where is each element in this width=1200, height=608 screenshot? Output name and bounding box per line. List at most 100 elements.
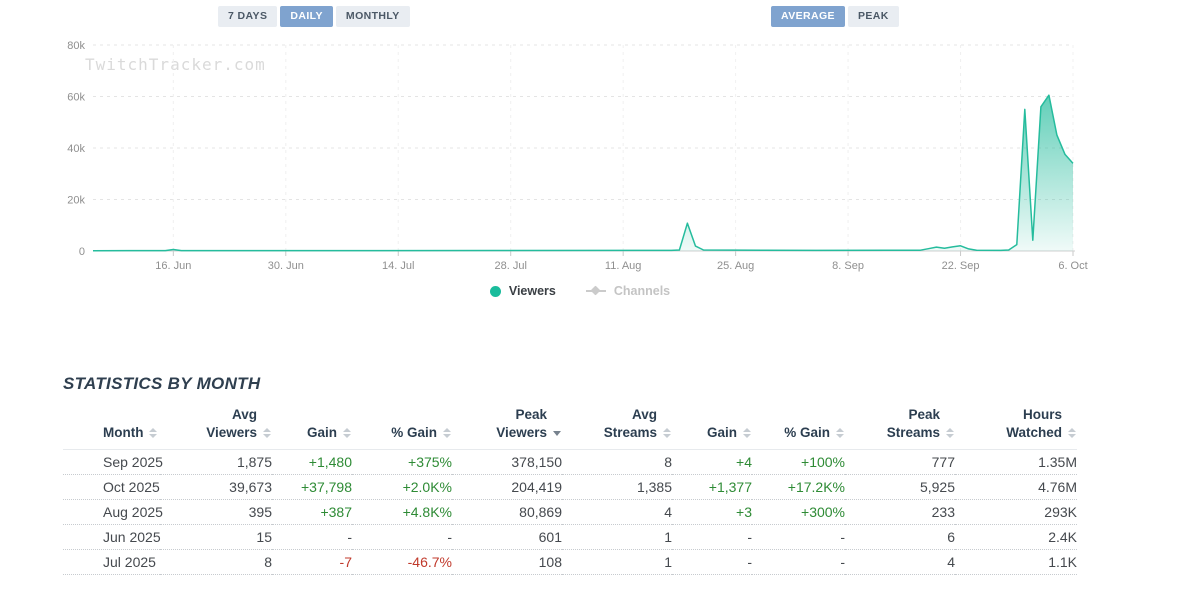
stats-table-header-row: Month Avg Viewers Gain % Gain Peak Viewers Avg S… (63, 406, 1077, 450)
value-cell: +3 (672, 499, 752, 525)
value-cell: -46.7% (352, 549, 452, 575)
value-cell: 1,385 (562, 474, 672, 500)
range-toggle-group: 7 DAYS DAILY MONTHLY (218, 6, 410, 27)
range-7days-button[interactable]: 7 DAYS (218, 6, 278, 27)
chart-legend: Viewers Channels (0, 284, 1160, 298)
value-cell: 2.4K (955, 524, 1077, 550)
y-axis-label: 20k (67, 195, 85, 207)
value-cell: 1.35M (955, 449, 1077, 475)
value-cell: 395 (160, 499, 272, 525)
y-axis-label: 80k (67, 40, 85, 52)
value-cell: +100% (752, 449, 845, 475)
value-cell: - (672, 549, 752, 575)
metric-average-button[interactable]: AVERAGE (771, 6, 845, 27)
value-cell: - (672, 524, 752, 550)
x-axis-label: 6. Oct (1058, 260, 1087, 272)
value-cell: 1,875 (160, 449, 272, 475)
table-row-jul-2025: Jul 2025 8 -7 -46.7% 108 1- -4 1.1K (63, 549, 1077, 575)
column-header-peak-streams[interactable]: Peak Streams (845, 406, 955, 450)
column-header-streams-gain[interactable]: Gain (672, 406, 752, 450)
sort-desc-icon (553, 430, 562, 436)
column-header-label: Viewers (206, 425, 257, 440)
value-cell: 80,869 (452, 499, 562, 525)
column-header-label: Streams (886, 425, 940, 440)
viewers-area-fill (93, 95, 1073, 251)
value-cell: - (352, 524, 452, 550)
column-header-avg-streams[interactable]: Avg Streams (562, 406, 672, 450)
stats-title: STATISTICS BY MONTH (63, 374, 261, 393)
range-monthly-button[interactable]: MONTHLY (335, 6, 410, 27)
value-cell: 777 (845, 449, 955, 475)
value-cell: 4.76M (955, 474, 1077, 500)
sort-toggle-icon (1068, 428, 1077, 439)
metric-peak-button[interactable]: PEAK (847, 6, 899, 27)
month-cell: Jul 2025 (63, 549, 160, 575)
x-axis-label: 8. Sep (832, 260, 864, 272)
month-cell: Jun 2025 (63, 524, 161, 550)
value-cell: 39,673 (160, 474, 272, 500)
sort-toggle-icon (743, 428, 752, 439)
legend-label-viewers: Viewers (508, 284, 556, 298)
table-row-oct-2025: Oct 2025 39,673 +37,798 +2.0K% 204,419 1,385 +… (63, 474, 1077, 500)
x-axis-label: 22. Sep (942, 260, 980, 272)
y-axis-label: 60k (67, 92, 85, 104)
viewers-area-chart[interactable]: 80k 60k 40k 20k 0 16. Jun 30. Jun 14. Jul 28. Ju… (0, 30, 1200, 280)
column-header-label: Viewers (496, 425, 547, 440)
table-row-jun-2025: Jun 2025 15- -601 1- -6 2.4K (63, 524, 1077, 550)
range-daily-button[interactable]: DAILY (280, 6, 333, 27)
month-cell: Aug 2025 (63, 499, 163, 525)
column-header-label: Watched (1006, 425, 1062, 440)
sort-toggle-icon (149, 428, 158, 439)
sort-toggle-icon (663, 428, 672, 439)
column-header-peak-viewers[interactable]: Peak Viewers (452, 406, 562, 450)
column-header-viewers-pct-gain[interactable]: % Gain (352, 406, 452, 450)
channels-series-marker-icon (585, 285, 606, 296)
column-header-hours-watched[interactable]: Hours Watched (955, 406, 1077, 450)
y-axis-label: 0 (79, 246, 85, 258)
sort-toggle-icon (343, 428, 352, 439)
sort-toggle-icon (946, 428, 955, 439)
column-header-month[interactable]: Month (63, 406, 160, 450)
month-cell: Sep 2025 (63, 449, 163, 475)
x-axis-label: 30. Jun (268, 260, 304, 272)
value-cell: 6 (845, 524, 955, 550)
x-axis-label: 11. Aug (605, 260, 642, 272)
value-cell: +387 (272, 499, 352, 525)
value-cell: 378,150 (452, 449, 562, 475)
value-cell: 8 (160, 549, 272, 575)
column-header-viewers-gain[interactable]: Gain (272, 406, 352, 450)
value-cell: +17.2K% (752, 474, 845, 500)
value-cell: 204,419 (452, 474, 562, 500)
legend-label-channels: Channels (613, 284, 671, 298)
column-header-label: Gain (706, 425, 737, 440)
sort-toggle-icon (836, 428, 845, 439)
column-header-streams-pct-gain[interactable]: % Gain (752, 406, 845, 450)
value-cell: -7 (272, 549, 352, 575)
value-cell: 233 (845, 499, 955, 525)
watermark: TwitchTracker.com (85, 55, 266, 74)
value-cell: 8 (562, 449, 672, 475)
column-header-label: Streams (603, 425, 657, 440)
y-axis-label: 40k (67, 143, 85, 155)
value-cell: 15 (160, 524, 272, 550)
viewers-series-marker-icon (489, 285, 501, 297)
legend-item-channels[interactable]: Channels (585, 284, 671, 298)
legend-item-viewers[interactable]: Viewers (489, 284, 556, 298)
value-cell: +2.0K% (352, 474, 452, 500)
value-cell: +37,798 (272, 474, 352, 500)
value-cell: 601 (452, 524, 562, 550)
table-row-aug-2025: Aug 2025 395 +387 +4.8K% 80,869 4 +3 +300% 233 29… (63, 499, 1077, 525)
metric-toggle-group: AVERAGE PEAK (771, 6, 899, 27)
value-cell: 1 (562, 549, 672, 575)
value-cell: - (272, 524, 352, 550)
value-cell: 5,925 (845, 474, 955, 500)
value-cell: 108 (452, 549, 562, 575)
column-header-avg-viewers[interactable]: Avg Viewers (160, 406, 272, 450)
value-cell: +375% (352, 449, 452, 475)
value-cell: +300% (752, 499, 845, 525)
value-cell: 4 (562, 499, 672, 525)
x-axis-label: 25. Aug (717, 260, 754, 272)
value-cell: 1.1K (955, 549, 1077, 575)
value-cell: 1 (562, 524, 672, 550)
